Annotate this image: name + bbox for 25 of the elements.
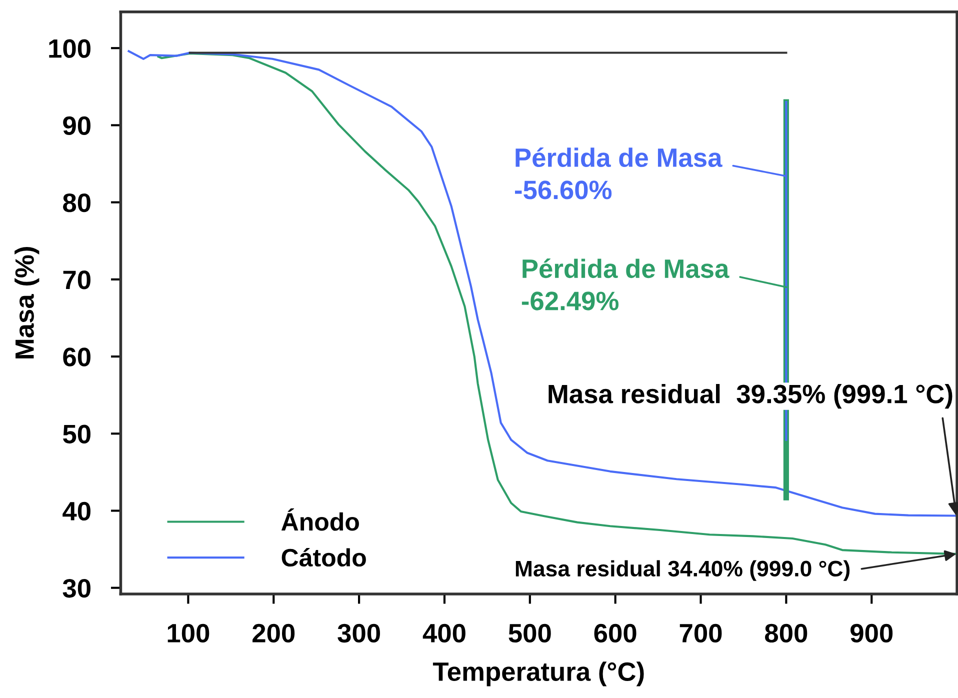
legend-label: Ánodo — [281, 508, 359, 531]
x-axis-title: Temperatura (°C) — [432, 662, 644, 686]
annotation: Pérdida de Masa -62.49% — [522, 258, 730, 310]
y-tick-label: 30 — [62, 578, 90, 598]
annotation: Masa residual 39.35% (999.1 °C) — [548, 384, 952, 409]
x-tick-label: 500 — [508, 624, 551, 643]
x-tick-label: 400 — [422, 624, 466, 643]
annotation: Masa residual 34.40% (999.0 °C) — [516, 560, 850, 581]
y-tick-label: 100 — [49, 39, 90, 58]
annotation: Pérdida de Masa -56.60% — [514, 147, 722, 200]
x-tick-label: 200 — [252, 624, 295, 643]
legend-label: Cátodo — [282, 548, 366, 567]
y-tick-label: 70 — [63, 270, 90, 290]
y-tick-label: 80 — [63, 193, 90, 212]
x-tick-label: 900 — [850, 624, 893, 643]
x-tick-label: 600 — [594, 624, 636, 643]
x-tick-label: 800 — [765, 624, 808, 643]
y-tick-label: 90 — [63, 116, 90, 136]
y-tick-label: 60 — [63, 348, 90, 366]
y-axis-title: Masa (%) — [14, 247, 40, 358]
x-tick-label: 100 — [168, 624, 210, 643]
y-tick-label: 40 — [62, 502, 90, 521]
y-tick-label: 50 — [63, 424, 90, 444]
x-tick-label: 700 — [680, 624, 722, 643]
x-tick-label: 300 — [338, 624, 380, 643]
